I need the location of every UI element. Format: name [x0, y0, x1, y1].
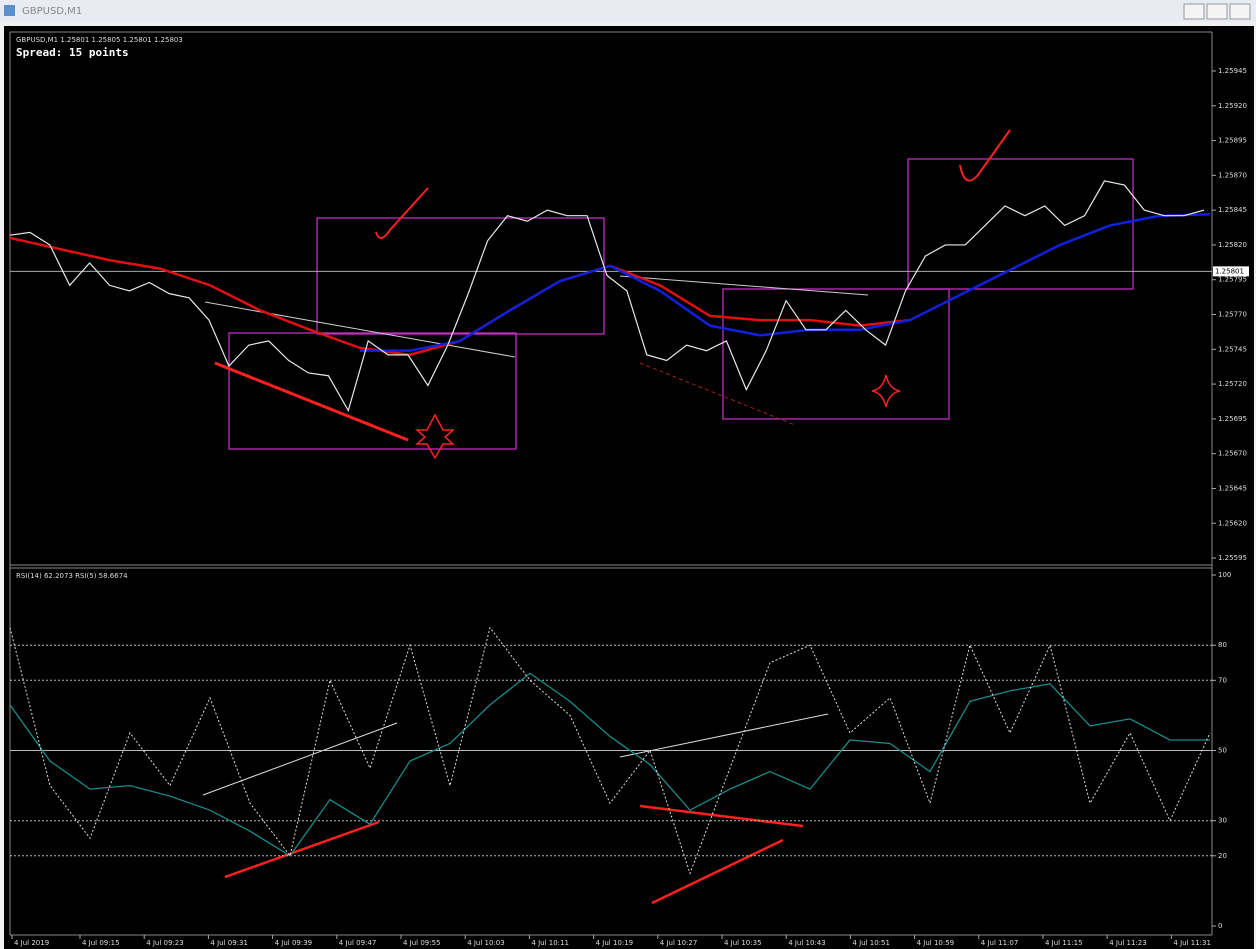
- close-button[interactable]: [1229, 3, 1251, 20]
- time-label: 4 Jul 10:35: [724, 939, 762, 947]
- trend-line: [202, 722, 398, 796]
- spread-label: Spread: 15 points: [16, 46, 129, 59]
- rsi-line: [9, 626, 1211, 875]
- window-icon: [4, 5, 15, 16]
- window-buttons: [1183, 3, 1251, 20]
- price-tick-label: 1.25820: [1218, 241, 1247, 249]
- rsi-tick-label: 70: [1218, 676, 1227, 684]
- time-label: 4 Jul 11:23: [1109, 939, 1147, 947]
- rsi-tick-label: 100: [1218, 571, 1231, 579]
- check-mark: [375, 187, 429, 239]
- rsi-tick-label: 80: [1218, 641, 1227, 649]
- time-label: 4 Jul 11:31: [1173, 939, 1211, 947]
- price-tick-label: 1.25645: [1218, 484, 1247, 492]
- title-bar: [0, 0, 1256, 22]
- box: [316, 217, 605, 335]
- trend-line: [619, 275, 869, 296]
- time-label: 4 Jul 09:23: [146, 939, 184, 947]
- time-label: 4 Jul 09:39: [275, 939, 313, 947]
- box: [907, 158, 1134, 290]
- time-label: 4 Jul 10:03: [467, 939, 505, 947]
- price-tick-label: 1.25920: [1218, 102, 1247, 110]
- trend-line: [204, 301, 516, 358]
- box: [722, 288, 950, 420]
- price-tick-label: 1.25770: [1218, 311, 1247, 319]
- current-price-label: 1.25801: [1215, 267, 1244, 275]
- window-title: GBPUSD,M1: [22, 6, 82, 17]
- price-tick-label: 1.25695: [1218, 415, 1247, 423]
- price-tick-label: 1.25845: [1218, 206, 1247, 214]
- price-tick-label: 1.25870: [1218, 171, 1247, 179]
- price-tick-label: 1.25620: [1218, 519, 1247, 527]
- rsi-line: [9, 672, 1210, 857]
- drawn-lines: [202, 129, 1011, 905]
- trend-line: [214, 361, 409, 442]
- rsi-header: RSI(14) 62.2073 RSI(5) 58.6674: [16, 572, 128, 580]
- price-tick-label: 1.25670: [1218, 450, 1247, 458]
- moving-average: [360, 213, 1211, 352]
- rsi-tick-label: 30: [1218, 817, 1227, 825]
- time-label: 4 Jul 09:15: [82, 939, 120, 947]
- rsi-tick-label: 0: [1218, 922, 1222, 930]
- time-label: 4 Jul 09:55: [403, 939, 441, 947]
- rsi-tick-label: 50: [1218, 747, 1227, 755]
- chart-area: [4, 26, 1254, 949]
- trend-line: [619, 713, 829, 758]
- time-label: 4 Jul 2019: [14, 939, 49, 947]
- time-label: 4 Jul 10:43: [788, 939, 826, 947]
- star-icon: [415, 413, 455, 460]
- trend-line: [651, 838, 784, 905]
- price-tick-label: 1.25795: [1218, 276, 1247, 284]
- price-tick-label: 1.25595: [1218, 554, 1247, 562]
- time-label: 4 Jul 10:51: [852, 939, 890, 947]
- box: [228, 332, 517, 450]
- trend-line: [639, 804, 804, 828]
- time-label: 4 Jul 10:59: [917, 939, 955, 947]
- time-label: 4 Jul 10:27: [660, 939, 698, 947]
- time-label: 4 Jul 09:47: [339, 939, 377, 947]
- current-price-box: [1213, 266, 1249, 277]
- star-icon: [871, 374, 901, 408]
- trend-line: [224, 820, 380, 879]
- price-tick-label: 1.25945: [1218, 67, 1247, 75]
- drawn-objects: [228, 158, 1134, 450]
- price-tick-label: 1.25895: [1218, 137, 1247, 145]
- maximize-button[interactable]: [1206, 3, 1228, 20]
- time-label: 4 Jul 10:19: [596, 939, 634, 947]
- time-label: 4 Jul 10:11: [531, 939, 569, 947]
- time-label: 4 Jul 11:15: [1045, 939, 1083, 947]
- minimize-button[interactable]: [1183, 3, 1205, 20]
- price-header: GBPUSD,M1 1.25801 1.25805 1.25801 1.2580…: [16, 36, 183, 44]
- price-tick-label: 1.25745: [1218, 345, 1247, 353]
- time-label: 4 Jul 09:31: [210, 939, 248, 947]
- price-tick-label: 1.25720: [1218, 380, 1247, 388]
- price-line: [9, 180, 1205, 413]
- rsi-tick-label: 20: [1218, 852, 1227, 860]
- time-label: 4 Jul 11:07: [981, 939, 1019, 947]
- check-mark: [959, 129, 1011, 182]
